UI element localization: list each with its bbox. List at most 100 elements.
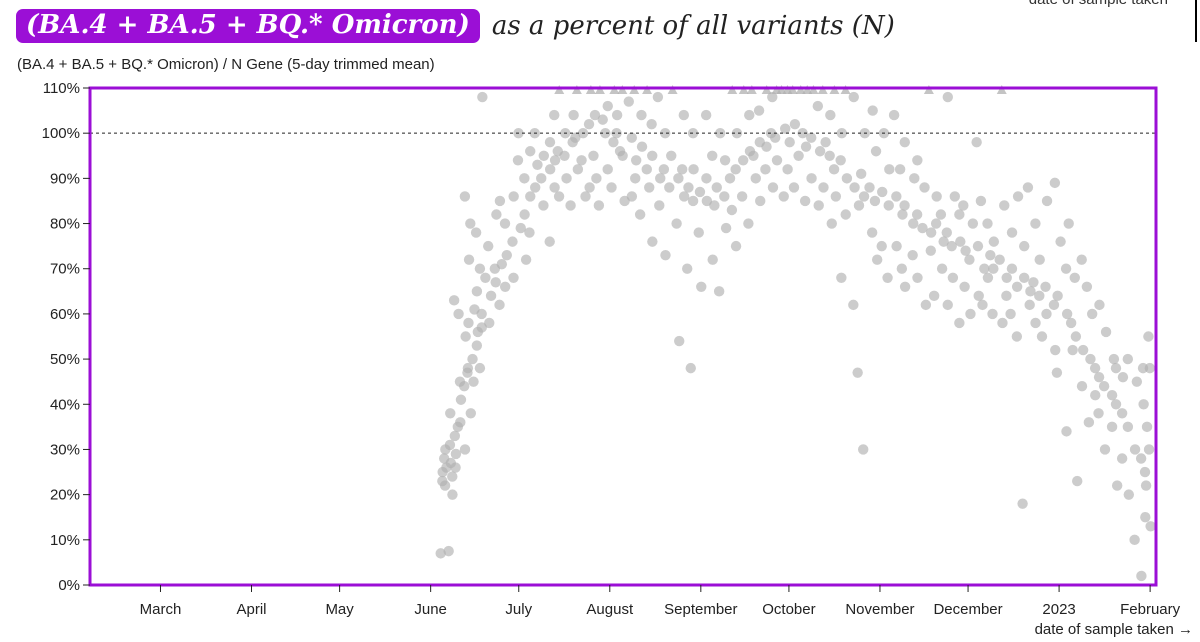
- data-point: [687, 127, 699, 139]
- data-point: [853, 200, 865, 211]
- data-point: [737, 155, 749, 166]
- data-point: [1129, 534, 1140, 546]
- data-point: [1138, 399, 1149, 410]
- x-tick: 2023: [1042, 585, 1076, 618]
- y-tick-label: 20%: [50, 487, 80, 504]
- data-point: [687, 195, 699, 207]
- data-point: [730, 164, 741, 175]
- data-point: [1100, 326, 1112, 338]
- data-point: [1030, 317, 1041, 329]
- data-point: [855, 168, 867, 180]
- data-point: [959, 281, 970, 292]
- data-point: [942, 299, 953, 311]
- data-point: [1006, 227, 1018, 238]
- data-point: [474, 362, 486, 374]
- x-tick-label: July: [505, 601, 532, 618]
- data-point: [960, 245, 971, 256]
- data-point: [682, 263, 693, 274]
- data-point: [782, 164, 793, 175]
- data-point: [1093, 408, 1104, 419]
- data-point: [491, 209, 502, 220]
- data-point: [565, 200, 576, 211]
- data-point: [835, 155, 846, 166]
- data-point: [611, 109, 623, 121]
- data-point: [1106, 421, 1118, 433]
- data-point: [449, 430, 461, 442]
- data-point: [499, 218, 511, 229]
- data-point: [999, 200, 1010, 211]
- data-point: [1055, 236, 1066, 247]
- data-point: [1012, 191, 1024, 202]
- x-tick-label: 2023: [1042, 601, 1075, 618]
- data-point: [1041, 195, 1053, 207]
- data-point: [462, 367, 473, 378]
- data-point: [979, 263, 990, 274]
- data-point: [1030, 218, 1041, 229]
- data-point: [841, 173, 853, 184]
- data-point: [1001, 290, 1012, 302]
- data-point: [501, 249, 512, 261]
- data-point: [780, 123, 791, 134]
- data-point: [544, 164, 556, 175]
- data-point: [720, 222, 732, 234]
- data-point: [700, 109, 712, 121]
- data-point: [761, 141, 772, 152]
- data-point: [707, 254, 718, 265]
- x-tick: May: [325, 585, 354, 618]
- data-point: [1145, 521, 1156, 532]
- data-point: [1036, 331, 1048, 342]
- y-tick-label: 40%: [50, 396, 80, 413]
- data-point: [536, 173, 547, 184]
- data-point: [512, 155, 524, 166]
- data-point: [1094, 299, 1105, 311]
- data-point: [676, 164, 688, 175]
- x-tick: March: [140, 585, 182, 618]
- data-point: [907, 249, 918, 261]
- data-point: [988, 263, 999, 274]
- data-point: [553, 191, 565, 202]
- data-point: [608, 137, 619, 148]
- data-point: [583, 118, 595, 130]
- data-point: [936, 263, 948, 274]
- data-points: [435, 85, 1156, 582]
- data-point: [1060, 263, 1072, 274]
- data-point: [443, 545, 454, 557]
- y-tick: 0%: [58, 577, 90, 594]
- data-point: [1116, 408, 1128, 419]
- data-point: [748, 150, 759, 161]
- data-point: [771, 155, 783, 166]
- data-point: [1072, 475, 1083, 487]
- y-tick-label: 50%: [50, 351, 80, 368]
- data-point: [1006, 263, 1018, 274]
- data-point: [994, 254, 1005, 265]
- data-point: [1052, 290, 1063, 302]
- data-point: [483, 240, 494, 252]
- data-point: [465, 408, 476, 419]
- x-tick-label: March: [140, 601, 182, 618]
- data-point: [674, 335, 685, 347]
- x-tick: February: [1120, 585, 1181, 618]
- data-point: [928, 290, 940, 302]
- data-point: [946, 240, 957, 252]
- y-tick: 20%: [50, 487, 90, 504]
- data-point: [848, 299, 859, 311]
- data-point: [570, 132, 581, 143]
- data-point: [589, 109, 601, 121]
- data-point: [828, 164, 840, 175]
- y-tick: 100%: [42, 125, 90, 142]
- data-point: [972, 240, 984, 252]
- data-point: [769, 132, 781, 143]
- y-tick: 40%: [50, 396, 90, 413]
- data-point: [1063, 218, 1074, 229]
- data-point: [1048, 299, 1060, 311]
- data-point: [1123, 489, 1135, 500]
- data-point: [858, 444, 869, 455]
- data-point: [1077, 344, 1089, 356]
- y-tick: 30%: [50, 441, 90, 458]
- y-tick-label: 80%: [50, 216, 80, 233]
- data-point: [1122, 421, 1134, 433]
- data-point: [549, 182, 560, 193]
- data-point: [925, 245, 936, 256]
- data-point: [1110, 362, 1122, 374]
- data-point: [485, 290, 497, 302]
